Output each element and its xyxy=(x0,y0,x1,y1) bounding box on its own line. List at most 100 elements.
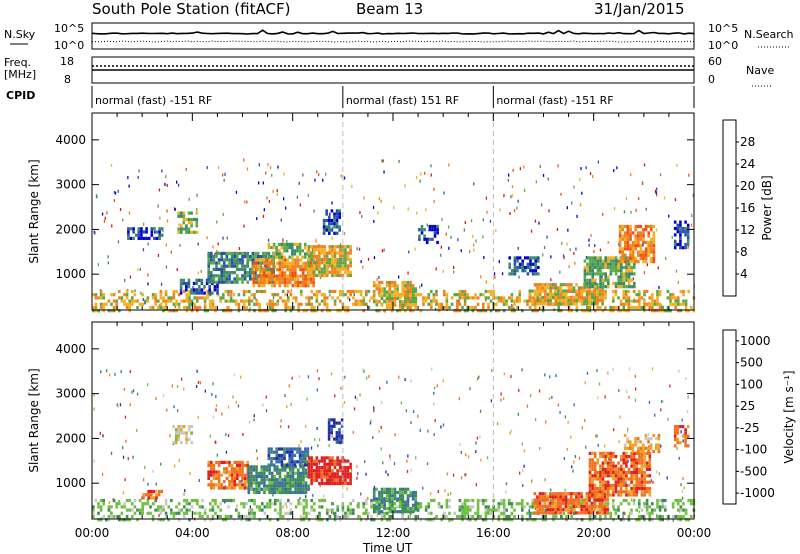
data-cell xyxy=(588,474,592,478)
data-cell xyxy=(461,296,464,300)
data-cell xyxy=(380,510,384,514)
data-cell xyxy=(631,256,635,261)
data-cell xyxy=(601,292,604,296)
data-cell xyxy=(445,302,449,306)
data-cell xyxy=(624,231,627,235)
data-cell xyxy=(619,471,623,475)
scatter-cell xyxy=(405,409,407,413)
data-cell xyxy=(157,489,161,494)
scatter-cell xyxy=(489,219,492,223)
scatter-cell xyxy=(681,496,684,500)
data-cell xyxy=(632,464,636,468)
data-cell xyxy=(302,468,305,472)
data-cell xyxy=(588,265,592,270)
data-cell xyxy=(492,498,495,503)
data-cell xyxy=(521,508,524,512)
scatter-cell xyxy=(596,369,598,373)
data-cell xyxy=(286,280,289,285)
scatter-cell xyxy=(363,369,365,373)
scatter-cell xyxy=(485,280,487,284)
data-cell xyxy=(293,252,297,256)
data-cell xyxy=(593,461,597,465)
data-cell xyxy=(461,502,464,506)
data-cell xyxy=(110,505,113,509)
data-cell xyxy=(309,277,313,281)
data-cell xyxy=(531,498,534,503)
data-cell xyxy=(372,510,376,514)
data-cell xyxy=(170,511,173,515)
data-cell xyxy=(296,280,300,285)
data-cell xyxy=(596,289,599,293)
data-cell xyxy=(230,476,234,480)
data-cell xyxy=(624,240,627,245)
data-cell xyxy=(283,242,286,246)
data-cell xyxy=(437,309,441,313)
data-cell xyxy=(349,462,352,466)
data-cell xyxy=(331,459,334,463)
scatter-cell xyxy=(380,447,382,451)
data-cell xyxy=(269,255,273,259)
data-cell xyxy=(285,450,289,454)
data-cell xyxy=(599,285,602,289)
data-cell xyxy=(258,309,261,313)
data-cell xyxy=(210,470,213,474)
data-cell xyxy=(274,508,277,512)
data-cell xyxy=(497,508,501,512)
data-cell xyxy=(331,478,334,482)
data-cell xyxy=(220,486,223,490)
data-cell xyxy=(651,518,654,522)
data-cell xyxy=(682,502,685,506)
scatter-cell xyxy=(678,369,680,373)
scatter-cell xyxy=(634,374,636,378)
data-cell xyxy=(299,471,303,475)
data-cell xyxy=(575,309,579,313)
data-cell xyxy=(159,296,163,300)
data-cell xyxy=(644,260,648,264)
data-cell xyxy=(531,309,534,313)
data-cell xyxy=(140,236,143,240)
data-cell xyxy=(292,305,295,310)
data-cell xyxy=(601,281,605,286)
data-cell xyxy=(252,490,256,495)
data-cell xyxy=(313,293,316,297)
y-tick-label: 2000 xyxy=(55,222,86,236)
data-cell xyxy=(265,280,269,285)
data-cell xyxy=(583,272,587,276)
data-cell xyxy=(248,309,251,313)
data-cell xyxy=(328,257,332,262)
data-cell xyxy=(569,492,573,496)
data-cell xyxy=(187,281,191,286)
data-cell xyxy=(645,498,649,503)
data-cell xyxy=(207,476,210,480)
data-cell xyxy=(398,487,402,491)
scatter-cell xyxy=(118,500,120,504)
data-cell xyxy=(643,477,646,481)
data-cell xyxy=(228,483,231,487)
data-cell xyxy=(461,293,464,297)
data-cell xyxy=(228,460,231,464)
data-cell xyxy=(518,299,521,303)
data-cell xyxy=(123,518,126,522)
data-cell xyxy=(217,460,221,464)
data-cell xyxy=(463,498,467,503)
data-cell xyxy=(304,264,308,269)
data-cell xyxy=(236,473,239,477)
data-cell xyxy=(236,274,239,278)
data-cell xyxy=(411,303,415,307)
data-cell xyxy=(298,249,302,253)
data-cell xyxy=(538,289,542,293)
data-cell xyxy=(243,264,247,268)
scatter-cell xyxy=(522,484,524,487)
scatter-cell xyxy=(618,389,620,393)
scatter-cell xyxy=(188,197,190,201)
data-cell xyxy=(344,469,347,473)
data-cell xyxy=(233,473,236,477)
data-cell xyxy=(404,490,407,495)
scatter-cell xyxy=(291,376,293,380)
data-cell xyxy=(279,508,282,512)
scatter-cell xyxy=(138,169,140,173)
data-cell xyxy=(331,245,334,249)
scatter-cell xyxy=(442,423,445,427)
scatter-cell xyxy=(204,389,206,393)
data-cell xyxy=(436,224,439,229)
